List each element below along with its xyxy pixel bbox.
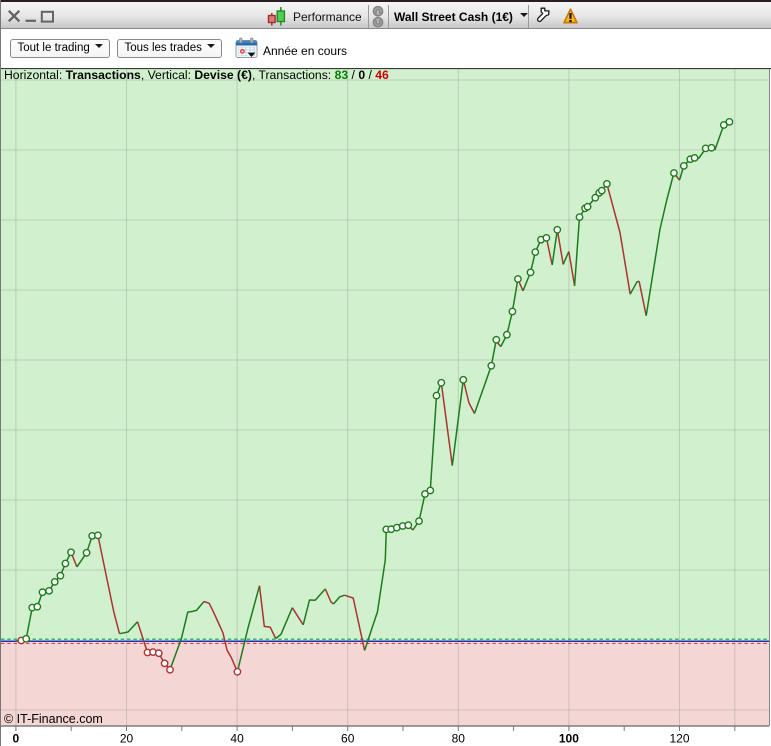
svg-text:Horizontal: Transactions, Vert: Horizontal: Transactions, Vertical: Devi… [4, 68, 389, 82]
svg-text:© IT-Finance.com: © IT-Finance.com [4, 712, 103, 726]
svg-text:0: 0 [13, 732, 20, 746]
svg-text:100: 100 [559, 732, 579, 746]
svg-text:60: 60 [341, 732, 355, 746]
svg-text:80: 80 [452, 732, 466, 746]
svg-text:40: 40 [230, 732, 244, 746]
svg-text:20: 20 [120, 732, 134, 746]
svg-text:120: 120 [669, 732, 689, 746]
